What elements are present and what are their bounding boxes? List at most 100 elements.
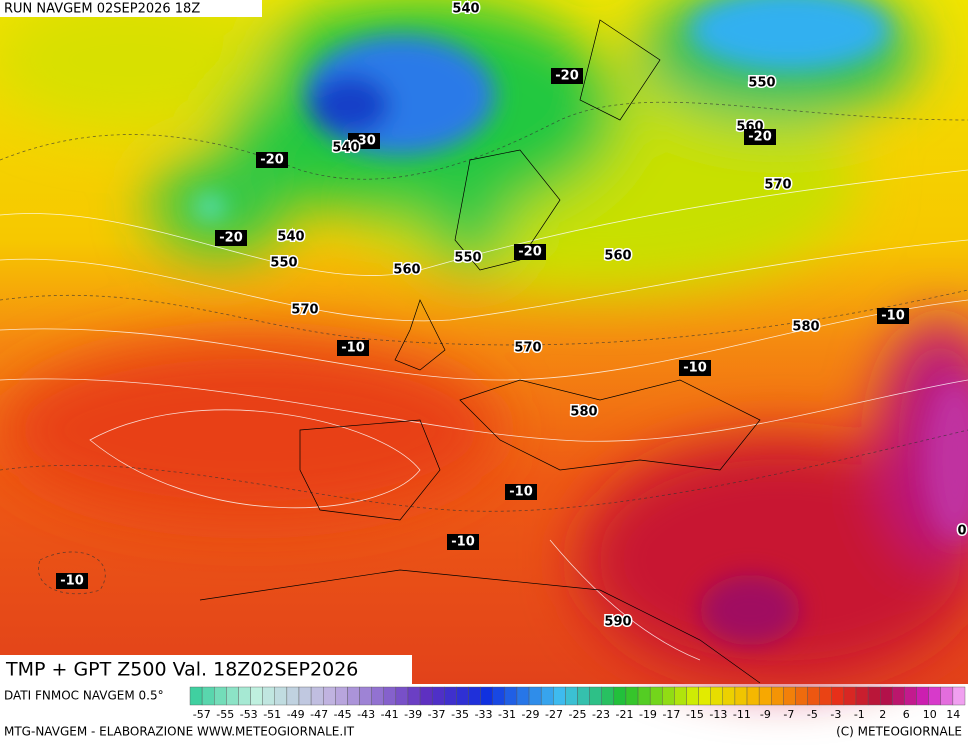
color-swatch (262, 686, 275, 706)
color-swatch (310, 686, 324, 706)
color-swatch (722, 686, 736, 706)
temp-label-box (514, 244, 546, 260)
map-title: TMP + GPT Z500 Val. 18Z02SEP2026 (5, 659, 358, 681)
scale-label: 2 (879, 708, 886, 721)
height-label: 550 (270, 256, 297, 271)
scale-label: -25 (569, 708, 587, 721)
color-swatch (649, 686, 663, 706)
height-label: 550 (748, 76, 775, 91)
color-swatch (516, 686, 530, 706)
color-swatch (189, 686, 203, 706)
scale-label: -1 (854, 708, 865, 721)
scale-label: -27 (545, 708, 563, 721)
color-swatch (831, 686, 845, 706)
color-swatch (565, 686, 578, 706)
color-swatch (662, 686, 675, 706)
color-swatch (819, 686, 832, 706)
temp-label-box (447, 534, 479, 550)
color-swatch (540, 686, 554, 706)
color-swatch (637, 686, 651, 706)
color-swatch (867, 686, 881, 706)
color-swatch (528, 686, 542, 706)
scale-label: -45 (334, 708, 352, 721)
temp-label-box (256, 152, 288, 168)
footer-left: MTG-NAVGEM - ELABORAZIONE WWW.METEOGIORN… (4, 725, 355, 739)
temp-label: -20 (260, 153, 284, 168)
height-label: 570 (764, 178, 791, 193)
temp-label: -10 (60, 574, 84, 589)
scale-label: -55 (216, 708, 234, 721)
color-swatch (916, 686, 929, 706)
scale-label: -17 (662, 708, 680, 721)
color-swatch (359, 686, 372, 706)
temp-label-box (679, 360, 711, 376)
scale-label: -9 (760, 708, 771, 721)
color-swatch (795, 686, 808, 706)
scale-label: -41 (381, 708, 399, 721)
color-swatch (783, 686, 796, 706)
color-swatch (746, 686, 760, 706)
color-swatch (395, 686, 409, 706)
height-label: 0 (957, 524, 966, 539)
color-swatch (710, 686, 724, 706)
color-scale: -57 -55 -53 -51 -49 -47 -45 -43 -41 -39 -37 -35 -33-… (189, 686, 966, 721)
temp-label-box (877, 308, 909, 324)
height-label: 570 (291, 303, 318, 318)
color-swatch (904, 686, 917, 706)
temp-label-box (215, 230, 247, 246)
color-swatch (347, 686, 360, 706)
temp-label: -20 (555, 69, 579, 84)
height-label: 540 (332, 141, 359, 156)
color-swatch (371, 686, 384, 706)
color-swatch (880, 686, 893, 706)
temp-label: -20 (748, 130, 772, 145)
scale-label: -51 (263, 708, 281, 721)
temp-label-box (744, 129, 776, 145)
temp-label: -10 (881, 309, 905, 324)
color-swatch (674, 686, 687, 706)
scale-label: 14 (946, 708, 960, 721)
color-swatch (613, 686, 627, 706)
temp-label: -10 (341, 341, 365, 356)
color-swatch (492, 686, 506, 706)
scale-label: -21 (615, 708, 633, 721)
scale-label: -57 (193, 708, 211, 721)
source-label: DATI FNMOC NAVGEM 0.5° (4, 689, 164, 703)
temp-label-box (56, 573, 88, 589)
temp-label: -10 (683, 361, 707, 376)
scale-label: -35 (451, 708, 469, 721)
scale-label: -31 (498, 708, 516, 721)
temp-label: -20 (219, 231, 243, 246)
temp-label-box (337, 340, 369, 356)
temp-label-box (505, 484, 537, 500)
color-swatch (892, 686, 905, 706)
color-swatch (419, 686, 433, 706)
height-label: 540 (452, 2, 479, 17)
scale-label: -15 (686, 708, 704, 721)
height-label: 580 (792, 320, 819, 335)
run-label: RUN NAVGEM 02SEP2026 18Z (4, 2, 200, 17)
color-swatch (843, 686, 857, 706)
color-swatch (589, 686, 602, 706)
scale-label: -39 (404, 708, 422, 721)
run-box (0, 0, 262, 17)
title-box (0, 655, 412, 684)
color-swatch (686, 686, 699, 706)
scale-label: -43 (357, 708, 375, 721)
scale-label: -49 (287, 708, 305, 721)
color-swatch (383, 686, 397, 706)
height-label: 560 (393, 263, 420, 278)
color-swatch (407, 686, 421, 706)
scale-label: -19 (639, 708, 657, 721)
color-swatch (928, 686, 941, 706)
scale-label: -29 (522, 708, 540, 721)
color-swatch (214, 686, 227, 706)
height-label: 540 (277, 230, 304, 245)
height-label: 560 (604, 249, 631, 264)
color-swatch (274, 686, 288, 706)
scale-label: 10 (923, 708, 937, 721)
temp-label: -10 (509, 485, 533, 500)
color-swatch (323, 686, 336, 706)
color-swatch (298, 686, 312, 706)
